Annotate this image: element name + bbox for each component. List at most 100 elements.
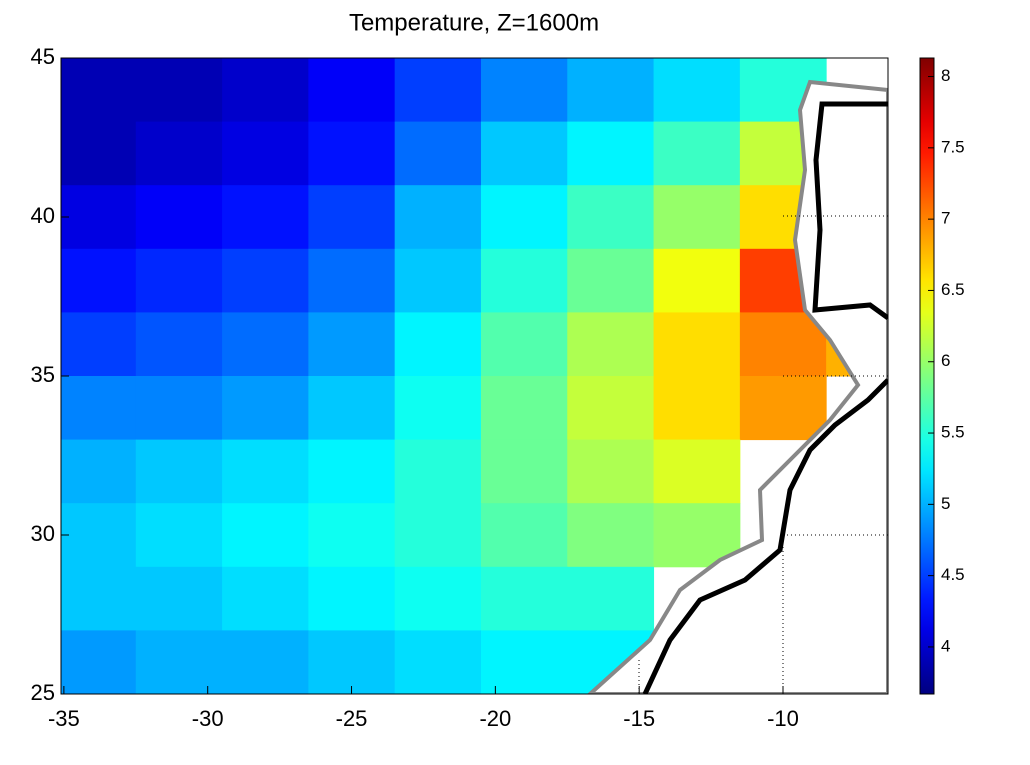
- heat-cell: [222, 248, 309, 313]
- heat-cell: [480, 312, 568, 377]
- colorbar-tick-label: 4.5: [941, 565, 965, 584]
- heat-cell: [480, 439, 568, 504]
- heat-cell: [394, 312, 482, 377]
- heat-cell: [61, 312, 137, 377]
- y-tick-label: 35: [31, 362, 55, 387]
- x-tick-label: -15: [623, 706, 655, 731]
- heat-cell: [61, 248, 137, 313]
- heat-cell: [480, 58, 568, 123]
- y-tick-label: 30: [31, 521, 55, 546]
- coast-line: [812, 101, 888, 321]
- heat-cell: [135, 503, 223, 568]
- coast-line: [642, 378, 888, 694]
- x-tick-label: -10: [767, 706, 799, 731]
- x-tick-label: -25: [336, 706, 368, 731]
- heat-cell: [135, 58, 223, 123]
- heat-cell: [567, 439, 655, 504]
- heat-cell: [653, 121, 741, 186]
- heat-cell: [61, 376, 137, 441]
- heat-cell: [567, 566, 655, 631]
- x-tick-label: -35: [48, 706, 80, 731]
- heat-cell: [61, 630, 137, 694]
- heat-cell: [135, 376, 223, 441]
- heat-cell: [394, 376, 482, 441]
- heat-cell: [61, 185, 137, 250]
- heat-cell: [222, 121, 309, 186]
- heat-cell: [394, 121, 482, 186]
- heat-cell: [308, 58, 396, 123]
- heat-cell: [308, 376, 396, 441]
- heat-cell: [394, 185, 482, 250]
- heat-cell: [222, 58, 309, 123]
- heat-cell: [308, 630, 396, 694]
- grid-dotted: [638, 215, 888, 694]
- heat-cell: [653, 439, 741, 504]
- heat-cell: [480, 503, 568, 568]
- heat-cell: [480, 248, 568, 313]
- heat-cell: [222, 312, 309, 377]
- heat-cell: [480, 630, 568, 694]
- coastline: [587, 79, 888, 694]
- heat-cell: [567, 376, 655, 441]
- colorbar-tick-label: 7.5: [941, 137, 965, 156]
- heat-cell: [135, 248, 223, 313]
- heat-cell: [567, 58, 655, 123]
- heat-cell: [135, 185, 223, 250]
- heat-cell: [308, 503, 396, 568]
- heat-cell: [222, 566, 309, 631]
- heat-cell: [653, 185, 741, 250]
- colorbar-tick-label: 5: [941, 494, 950, 513]
- colorbar-tick-label: 4: [941, 636, 950, 655]
- heat-cell: [135, 312, 223, 377]
- colorbar: [919, 57, 935, 695]
- heat-cell: [480, 376, 568, 441]
- heat-cell: [394, 566, 482, 631]
- heat-cell: [135, 566, 223, 631]
- colorbar-tick-label: 8: [941, 66, 950, 85]
- heat-cell: [308, 312, 396, 377]
- heat-cell: [653, 58, 741, 123]
- heat-cell: [394, 630, 482, 694]
- heat-cell: [653, 312, 741, 377]
- heat-cell: [567, 185, 655, 250]
- heat-cell: [222, 185, 309, 250]
- heat-cell: [61, 439, 137, 504]
- heat-cell: [61, 503, 137, 568]
- x-tick-label: -20: [479, 706, 511, 731]
- heat-cell: [61, 566, 137, 631]
- heat-cell: [739, 376, 827, 441]
- heat-cell: [480, 121, 568, 186]
- heat-cell: [222, 503, 309, 568]
- heat-cell: [480, 185, 568, 250]
- heat-cell: [567, 312, 655, 377]
- heat-cell: [653, 376, 741, 441]
- heat-cell: [567, 248, 655, 313]
- colorbar-tick-label: 7: [941, 209, 950, 228]
- y-tick-label: 45: [31, 44, 55, 69]
- y-tick-label: 40: [31, 203, 55, 228]
- heat-cell: [567, 121, 655, 186]
- heat-cell: [222, 630, 309, 694]
- heat-cell: [394, 503, 482, 568]
- heat-cell: [135, 121, 223, 186]
- heat-cell: [135, 439, 223, 504]
- heat-cell: [308, 121, 396, 186]
- heat-cell: [394, 58, 482, 123]
- colorbar-tick-label: 5.5: [941, 423, 965, 442]
- x-tick-label: -30: [192, 706, 224, 731]
- heat-cell: [394, 248, 482, 313]
- colorbar-tick-label: 6.5: [941, 280, 965, 299]
- heat-cell: [222, 439, 309, 504]
- heat-cell: [222, 376, 309, 441]
- heat-cell: [61, 58, 137, 123]
- heat-cell: [135, 630, 223, 694]
- heat-cell: [308, 185, 396, 250]
- heat-cell: [567, 503, 655, 568]
- heat-cell: [653, 248, 741, 313]
- heat-cell: [308, 439, 396, 504]
- chart-title: Temperature, Z=1600m: [349, 9, 599, 36]
- heat-cell: [61, 121, 137, 186]
- heat-cell: [308, 566, 396, 631]
- land: [587, 79, 888, 694]
